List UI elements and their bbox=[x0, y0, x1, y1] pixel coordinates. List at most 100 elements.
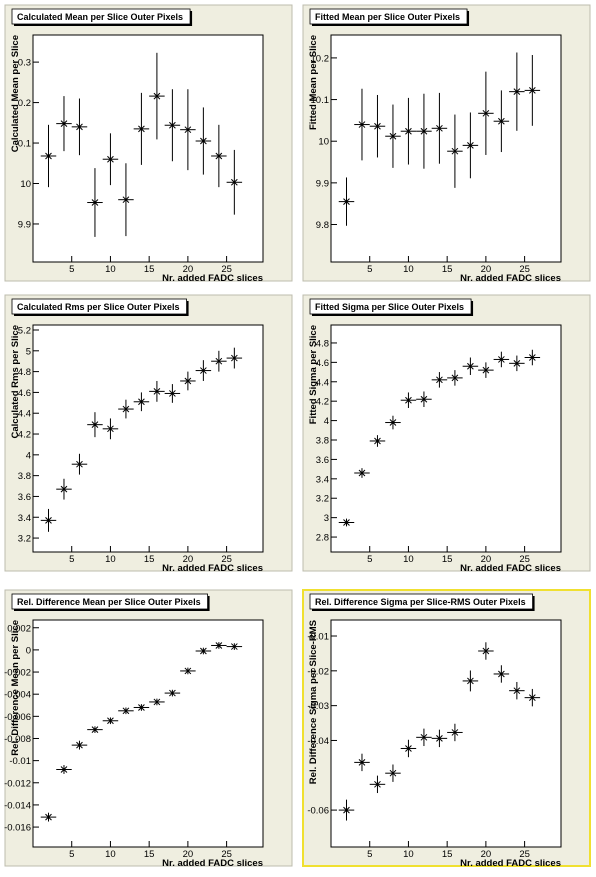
marker bbox=[200, 367, 207, 374]
chart-title: Fitted Sigma per Slice Outer Pixels bbox=[315, 302, 464, 312]
marker bbox=[60, 766, 68, 773]
x-tick-label: 10 bbox=[403, 264, 414, 275]
marker bbox=[389, 769, 397, 777]
marker bbox=[200, 137, 207, 145]
marker bbox=[138, 398, 145, 406]
marker bbox=[138, 125, 145, 133]
y-tick-label: 3.8 bbox=[18, 471, 31, 482]
y-axis-title: Calculated Rms per Slice bbox=[10, 325, 21, 439]
y-tick-label: 4.6 bbox=[316, 358, 329, 369]
y-tick-label: -0.012 bbox=[4, 778, 31, 789]
y-tick-label: 9.9 bbox=[316, 178, 329, 189]
marker bbox=[169, 689, 176, 697]
marker bbox=[122, 405, 130, 413]
x-axis-title: Nr. added FADC slices bbox=[162, 273, 263, 284]
y-tick-label: 0.002 bbox=[7, 623, 31, 634]
y-tick-label: 10 bbox=[318, 137, 329, 148]
marker bbox=[513, 88, 521, 95]
pad: 5 10 15 20 25 9.9 10 0.1 0.2 0.3 Nr. added FADC sl… bbox=[4, 4, 293, 284]
pad: 5 10 15 20 25 -0.06 -0.04 -0.03 -0.02 -0.01 Nr. ad… bbox=[302, 589, 591, 869]
y-axis-title: Calculated Mean per Slice bbox=[10, 35, 21, 152]
y-tick-label: 3.2 bbox=[316, 494, 329, 505]
marker bbox=[513, 359, 521, 367]
marker bbox=[436, 124, 443, 132]
pad: 5 10 15 20 25 3.2 3.4 3.6 3.8 4 4.2 4.4 4.6 4.8 5 5.2 Nr… bbox=[4, 294, 293, 574]
marker bbox=[153, 698, 161, 706]
y-tick-label: -0.02 bbox=[307, 666, 329, 677]
title-box bbox=[309, 298, 472, 315]
x-tick-label: 10 bbox=[105, 554, 116, 565]
marker bbox=[184, 126, 192, 134]
marker bbox=[389, 419, 397, 426]
marker bbox=[528, 87, 536, 94]
chart-title: Rel. Difference Mean per Slice Outer Pix… bbox=[17, 597, 201, 607]
y-tick-label: -0.03 bbox=[307, 701, 329, 712]
x-tick-label: 20 bbox=[481, 264, 492, 275]
marker bbox=[467, 142, 474, 149]
pad: 5 10 15 20 25 -0.016 -0.014 -0.012 -0.01 -0.008 -0… bbox=[4, 589, 293, 869]
marker bbox=[436, 376, 443, 384]
x-tick-label: 10 bbox=[403, 554, 414, 565]
x-tick-label: 15 bbox=[144, 264, 155, 275]
pad: 5 10 15 20 25 2.8 3 3.2 3.4 3.6 3.8 4 4.2 4.4 4.6 4.8 Nr… bbox=[302, 294, 591, 574]
y-tick-label: 3.2 bbox=[18, 534, 31, 545]
x-tick-label: 15 bbox=[144, 554, 155, 565]
marker bbox=[60, 120, 68, 127]
marker bbox=[528, 694, 536, 701]
y-tick-label: 9.9 bbox=[18, 219, 31, 230]
marker bbox=[358, 469, 366, 477]
x-tick-label: 25 bbox=[519, 554, 530, 565]
marker bbox=[405, 745, 412, 752]
chart-title: Rel. Difference Sigma per Slice-RMS Oute… bbox=[315, 597, 526, 607]
marker bbox=[374, 437, 381, 445]
marker bbox=[169, 121, 176, 129]
x-tick-label: 5 bbox=[367, 849, 372, 860]
y-tick-label: -0.002 bbox=[4, 668, 31, 679]
x-tick-label: 20 bbox=[183, 849, 194, 860]
y-tick-label: -0.016 bbox=[4, 823, 31, 834]
marker bbox=[153, 92, 161, 100]
frame bbox=[32, 619, 264, 848]
frame bbox=[330, 619, 562, 848]
y-axis-title: Fitted Mean per Slice bbox=[308, 35, 319, 130]
marker bbox=[374, 780, 381, 788]
marker bbox=[107, 425, 114, 433]
marker bbox=[184, 377, 192, 385]
y-tick-label: 3.4 bbox=[316, 474, 329, 485]
x-tick-label: 25 bbox=[221, 849, 232, 860]
marker bbox=[122, 196, 130, 204]
marker bbox=[230, 643, 238, 650]
y-tick-label: 0.2 bbox=[18, 98, 31, 109]
x-tick-label: 20 bbox=[481, 849, 492, 860]
y-tick-label: 9.8 bbox=[316, 220, 329, 231]
marker bbox=[482, 366, 490, 374]
x-tick-label: 25 bbox=[221, 554, 232, 565]
marker bbox=[467, 362, 474, 370]
y-axis-title: Rel. Difference Mean per Slice bbox=[10, 620, 21, 756]
marker bbox=[184, 667, 192, 675]
x-tick-label: 15 bbox=[144, 849, 155, 860]
x-tick-label: 15 bbox=[442, 264, 453, 275]
chart-title: Calculated Mean per Slice Outer Pixels bbox=[17, 12, 183, 22]
marker bbox=[420, 127, 428, 135]
y-tick-label: 0.3 bbox=[18, 58, 31, 69]
title-box bbox=[309, 8, 468, 25]
marker bbox=[358, 121, 366, 128]
marker bbox=[91, 199, 99, 206]
y-tick-label: 4.2 bbox=[316, 397, 329, 408]
marker bbox=[60, 485, 68, 493]
y-tick-label: -0.014 bbox=[4, 800, 31, 811]
x-axis-title: Nr. added FADC slices bbox=[460, 858, 561, 869]
frame bbox=[330, 324, 562, 553]
x-tick-label: 10 bbox=[105, 264, 116, 275]
y-tick-label: 3.8 bbox=[316, 436, 329, 447]
y-axis-title: Fitted Sigma per Slice bbox=[308, 325, 319, 424]
marker bbox=[153, 388, 161, 395]
y-tick-label: -0.04 bbox=[307, 736, 329, 747]
marker bbox=[122, 707, 130, 715]
y-tick-label: -0.01 bbox=[9, 756, 31, 767]
y-tick-label: -0.008 bbox=[4, 734, 31, 745]
frame bbox=[32, 34, 264, 263]
y-tick-label: 3.6 bbox=[18, 492, 31, 503]
y-tick-label: 4.8 bbox=[18, 367, 31, 378]
